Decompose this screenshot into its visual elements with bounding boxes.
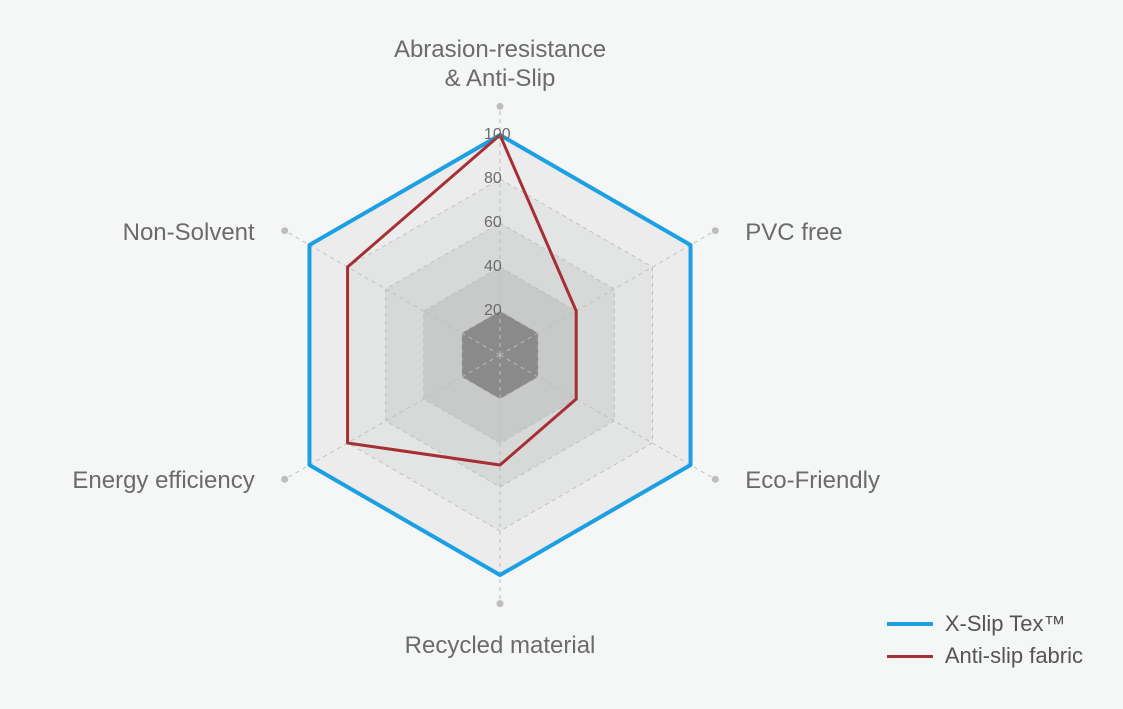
- radar-chart: Abrasion-resistance & Anti-Slip PVC free E…: [0, 0, 1123, 709]
- tick-label-40: 40: [484, 258, 502, 276]
- legend-item-1: Anti-slip fabric: [887, 643, 1083, 669]
- tick-label-60: 60: [484, 214, 502, 232]
- legend-item-0: X-Slip Tex™: [887, 611, 1083, 637]
- axis-label-3: Recycled material: [405, 632, 596, 661]
- axis-label-1: PVC free: [745, 219, 842, 248]
- axis-label-0: Abrasion-resistance & Anti-Slip: [394, 36, 606, 94]
- legend-swatch-0: [887, 622, 933, 626]
- legend-swatch-1: [887, 655, 933, 658]
- tick-label-100: 100: [484, 126, 511, 144]
- legend-label-0: X-Slip Tex™: [945, 611, 1066, 637]
- axis-label-5: Non-Solvent: [123, 219, 255, 248]
- axis-label-4: Energy efficiency: [72, 467, 254, 496]
- tick-label-20: 20: [484, 302, 502, 320]
- legend: X-Slip Tex™ Anti-slip fabric: [887, 605, 1083, 669]
- tick-label-80: 80: [484, 170, 502, 188]
- legend-label-1: Anti-slip fabric: [945, 643, 1083, 669]
- radar-svg: [0, 0, 1123, 709]
- axis-label-2: Eco-Friendly: [745, 467, 880, 496]
